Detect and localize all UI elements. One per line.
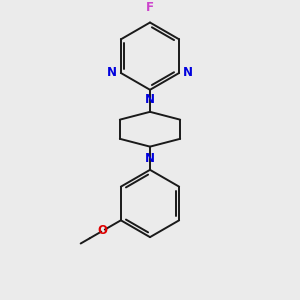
Text: O: O — [98, 224, 108, 237]
Text: N: N — [183, 67, 193, 80]
Text: N: N — [145, 93, 155, 106]
Text: N: N — [107, 67, 117, 80]
Text: N: N — [145, 152, 155, 165]
Text: F: F — [146, 2, 154, 14]
